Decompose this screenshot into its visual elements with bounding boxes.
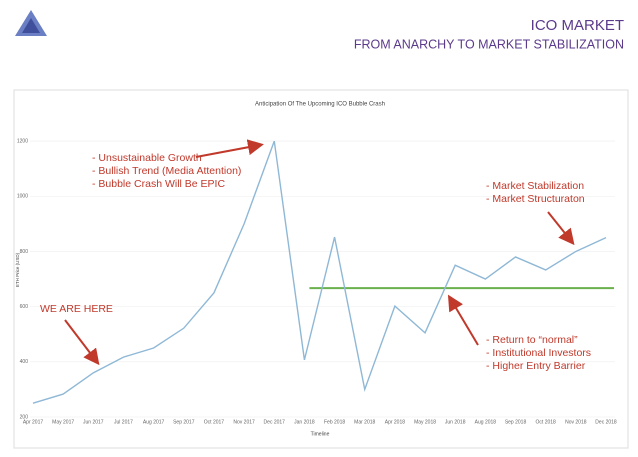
x-tick-label: May 2018 <box>414 419 436 425</box>
annotation: WE ARE HERE <box>40 303 113 315</box>
annotation: - Institutional Investors <box>486 347 591 359</box>
arrow <box>195 139 264 158</box>
x-tick-label: Jun 2018 <box>445 419 466 425</box>
arrow <box>447 294 479 346</box>
x-tick-label: May 2017 <box>52 419 74 425</box>
x-tick-label: Feb 2018 <box>324 419 345 425</box>
arrow <box>64 319 100 366</box>
x-tick-label: Jul 2017 <box>114 419 133 425</box>
chart-frame <box>13 89 629 449</box>
y-tick-label: 400 <box>20 359 29 365</box>
annotation: - Higher Entry Barrier <box>486 360 586 372</box>
y-tick-label: 1000 <box>17 194 28 200</box>
annotations: - Unsustainable Growth - Bullish Trend (… <box>40 139 591 372</box>
annotation: - Bubble Crash Will Be EPIC <box>92 178 225 190</box>
slide-subtitle: FROM ANARCHY TO MARKET STABILIZATION <box>354 37 624 51</box>
x-tick-label: Nov 2017 <box>233 419 255 425</box>
annotation: - Market Structuraton <box>486 193 585 205</box>
y-tick-label: 600 <box>20 304 29 310</box>
y-tick-label: 1200 <box>17 138 28 144</box>
x-tick-label: Oct 2017 <box>204 419 225 425</box>
annotation: - Return to “normal” <box>486 334 578 346</box>
slide-title: ICO MARKET <box>531 17 624 34</box>
chart-title: Anticipation Of The Upcoming ICO Bubble … <box>255 102 385 108</box>
annotation: - Bullish Trend (Media Attention) <box>92 165 241 177</box>
x-tick-label: Mar 2018 <box>354 419 375 425</box>
x-tick-label: Oct 2018 <box>536 419 557 425</box>
x-tick-label: Jun 2017 <box>83 419 104 425</box>
annotation: - Market Stabilization <box>486 180 584 192</box>
x-tick-label: Sep 2018 <box>505 419 527 425</box>
arrow <box>547 211 575 246</box>
x-tick-label: Sep 2017 <box>173 419 195 425</box>
logo <box>15 10 47 36</box>
y-tick-label: 200 <box>20 414 29 420</box>
y-tick-label: 800 <box>20 249 29 255</box>
annotation: - Unsustainable Growth <box>92 152 202 164</box>
x-tick-label: Apr 2017 <box>23 419 44 425</box>
price-line <box>32 140 607 404</box>
x-tick-label: Apr 2018 <box>385 419 406 425</box>
x-tick-label: Nov 2018 <box>565 419 587 425</box>
x-tick-label: Dec 2017 <box>264 419 286 425</box>
x-tick-label: Jan 2018 <box>294 419 315 425</box>
x-tick-label: Aug 2018 <box>475 419 497 425</box>
x-tick-label: Dec 2018 <box>595 419 617 425</box>
y-axis-label: ETH Price (USD) <box>15 252 20 287</box>
x-axis-label: Timeline <box>311 431 330 437</box>
x-tick-label: Aug 2017 <box>143 419 165 425</box>
